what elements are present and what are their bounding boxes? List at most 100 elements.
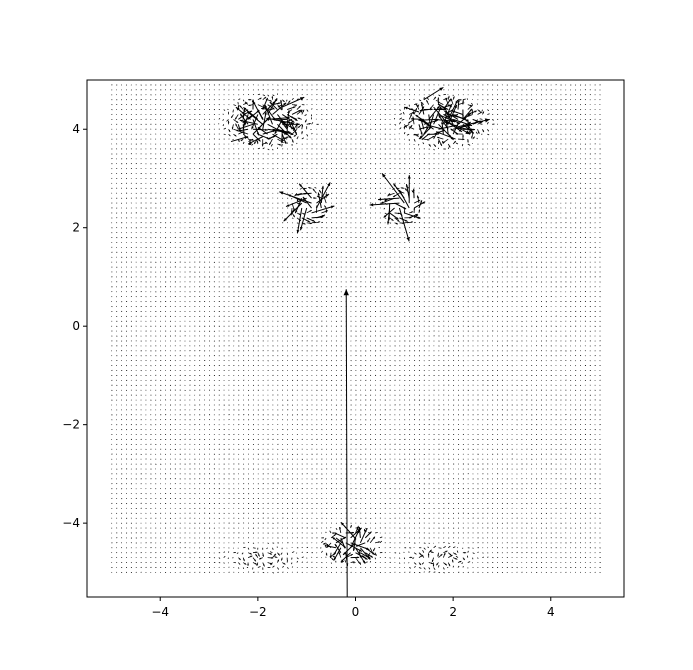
field-arrow	[214, 553, 215, 554]
field-arrow	[259, 558, 263, 560]
field-arrow	[331, 534, 336, 538]
field-arrow	[224, 128, 226, 129]
field-arrow	[277, 553, 279, 556]
field-arrow	[268, 149, 270, 150]
field-arrow	[312, 206, 335, 213]
field-arrow	[297, 213, 301, 215]
field-arrow	[291, 198, 292, 199]
field-arrow	[302, 562, 303, 563]
field-arrow	[228, 558, 229, 559]
field-arrow	[273, 95, 275, 96]
field-arrow	[307, 562, 308, 563]
field-arrow	[302, 138, 304, 139]
field-arrow	[292, 213, 295, 217]
field-arrow	[253, 543, 254, 544]
field-arrow	[233, 105, 236, 106]
field-arrow	[305, 119, 307, 122]
field-arrow	[252, 144, 253, 145]
field-arrow	[294, 134, 297, 136]
field-arrow	[321, 541, 323, 543]
field-arrow	[282, 563, 285, 565]
field-arrow	[232, 124, 234, 129]
field-arrow	[312, 133, 313, 134]
field-arrow	[268, 95, 269, 97]
field-arrow	[271, 144, 272, 146]
field-arrow	[233, 110, 234, 113]
field-arrow	[238, 99, 240, 100]
field-arrow	[297, 561, 298, 562]
field-arrow	[274, 556, 277, 558]
field-arrow	[297, 558, 299, 559]
field-arrow	[292, 139, 294, 142]
field-arrow	[307, 547, 308, 548]
field-arrow	[224, 556, 226, 557]
field-arrow	[258, 566, 261, 567]
field-arrow	[307, 110, 308, 112]
field-arrow	[257, 141, 259, 144]
field-arrow	[301, 131, 303, 134]
field-arrow	[219, 118, 220, 119]
field-arrow	[229, 134, 231, 136]
field-arrow	[219, 558, 220, 559]
field-arrow	[233, 119, 238, 122]
field-arrow	[321, 222, 323, 223]
field-arrow	[237, 553, 238, 554]
field-arrow	[256, 554, 258, 558]
field-arrow	[262, 553, 264, 557]
field-arrow	[351, 556, 359, 558]
field-arrow	[308, 187, 311, 189]
field-arrow	[292, 552, 294, 553]
field-arrow	[248, 553, 252, 555]
field-arrow	[243, 142, 244, 144]
field-arrow	[263, 95, 265, 96]
field-arrow	[331, 558, 334, 561]
field-arrow	[223, 119, 224, 120]
field-arrow	[242, 553, 243, 555]
field-arrow	[273, 149, 274, 150]
field-arrow	[282, 566, 284, 567]
field-arrow	[229, 567, 230, 568]
field-arrow	[323, 543, 326, 545]
field-arrow	[235, 114, 238, 119]
field-arrow	[324, 206, 326, 209]
field-arrow	[292, 567, 293, 568]
field-arrow	[229, 129, 231, 132]
field-arrow	[228, 121, 230, 125]
field-arrow	[224, 110, 225, 111]
field-arrow	[238, 129, 248, 132]
field-arrow	[312, 122, 313, 124]
field-arrow	[241, 139, 243, 141]
field-arrow	[224, 552, 225, 553]
field-arrow	[277, 567, 278, 569]
field-arrow	[287, 567, 288, 568]
field-arrow	[273, 572, 274, 573]
field-arrow	[287, 106, 295, 109]
field-arrow	[321, 551, 322, 553]
field-arrow	[243, 563, 246, 565]
field-arrow	[258, 98, 262, 100]
field-arrow	[238, 563, 240, 565]
field-arrow	[248, 104, 253, 106]
field-arrow	[248, 99, 251, 101]
field-arrow	[263, 148, 265, 149]
field-arrow	[350, 525, 352, 528]
vector-field	[111, 80, 600, 597]
field-arrow	[307, 222, 312, 224]
field-arrow	[243, 558, 245, 562]
field-arrow	[298, 118, 302, 120]
field-arrow	[302, 547, 303, 548]
field-arrow	[282, 100, 284, 102]
field-arrow	[253, 558, 256, 562]
field-arrow	[248, 556, 252, 558]
field-arrow	[296, 553, 297, 554]
field-arrow	[239, 105, 243, 109]
field-arrow	[238, 567, 239, 568]
field-arrow	[307, 210, 312, 213]
field-arrow	[241, 131, 248, 134]
field-arrow	[326, 557, 327, 558]
field-arrow	[270, 552, 272, 553]
field-arrow	[272, 96, 274, 100]
field-arrow	[238, 124, 253, 129]
field-arrow	[223, 124, 224, 126]
